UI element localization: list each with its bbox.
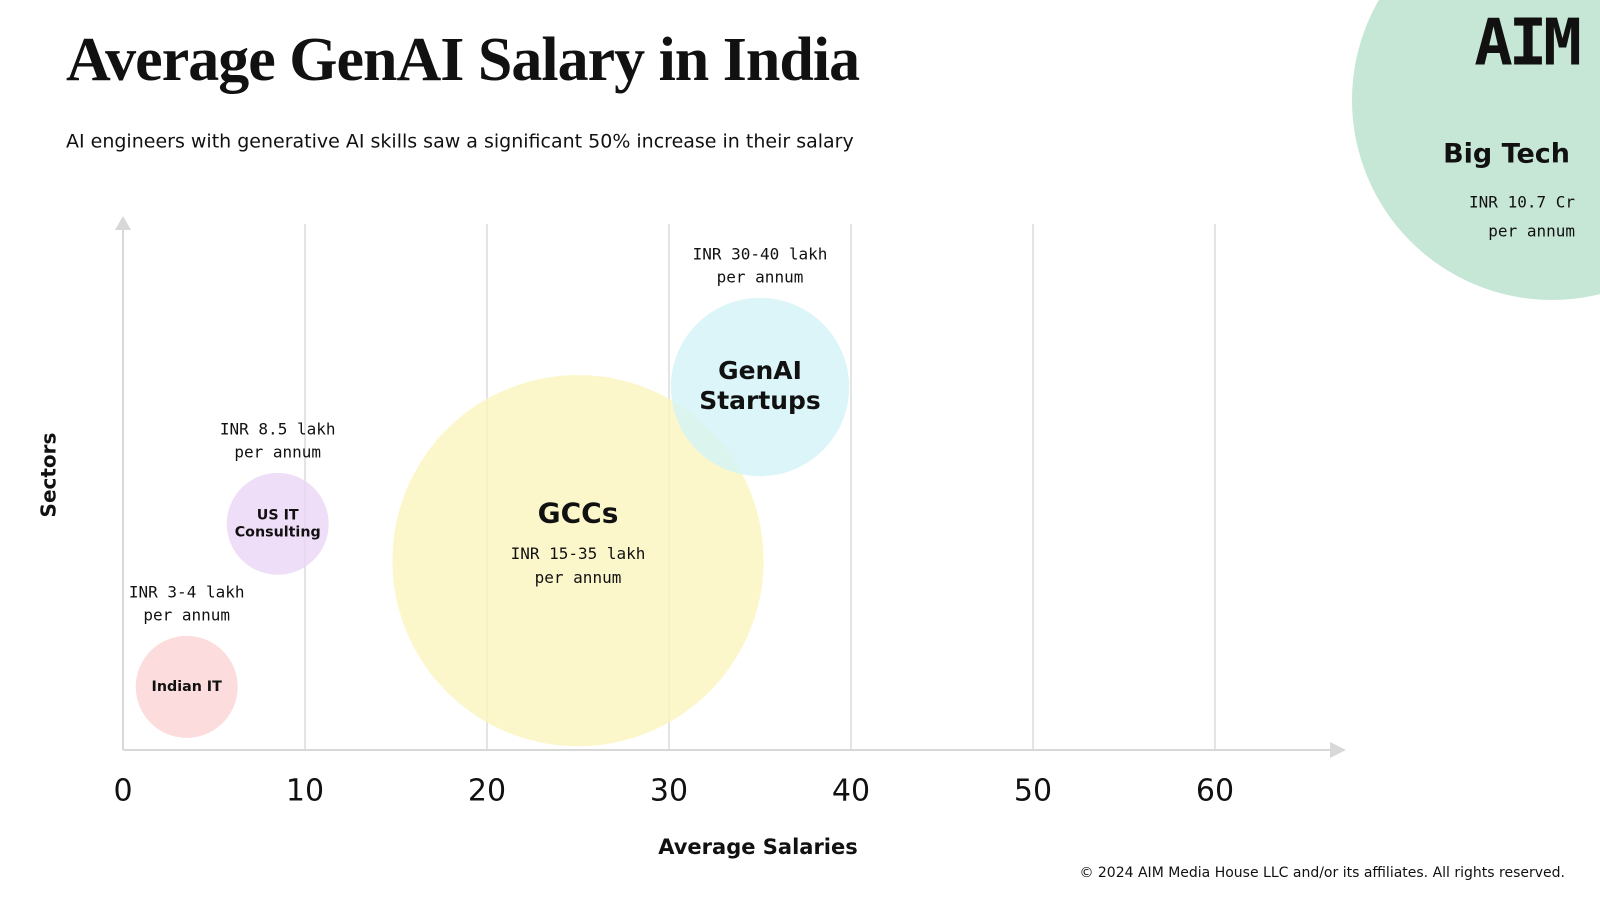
bubble-label: INR 3-4 lakh: [129, 582, 245, 601]
callout-name: Big Tech: [1443, 139, 1570, 170]
x-tick-label: 50: [1014, 774, 1052, 809]
bubble-label: per annum: [234, 442, 321, 461]
x-tick-label: 60: [1196, 774, 1234, 809]
bubble: [392, 375, 764, 747]
bubble-label: per annum: [535, 568, 622, 587]
x-axis-arrow: [1330, 742, 1346, 758]
bubble-label: INR 8.5 lakh: [220, 419, 336, 438]
bubble-label: INR 30-40 lakh: [693, 244, 828, 263]
bubble-name: GenAI: [718, 356, 802, 385]
bubble-label: per annum: [143, 605, 230, 624]
x-tick-label: 30: [650, 774, 688, 809]
chart-title: Average GenAI Salary in India: [66, 26, 860, 94]
bubble-name: GCCs: [538, 497, 619, 530]
bubbles: Indian IT INR 3-4 lakh per annum US ITConsu…: [129, 244, 850, 747]
bubble-name: Startups: [699, 386, 821, 415]
bubble-name: Indian IT: [152, 679, 223, 695]
x-tick-label: 10: [286, 774, 324, 809]
x-tick-label: 20: [468, 774, 506, 809]
bubble: [135, 635, 238, 738]
x-tick-label: 0: [113, 774, 132, 809]
grid: 0 10 20 30 40 50 60: [113, 224, 1234, 809]
callout-label: per annum: [1488, 222, 1575, 241]
footer: © 2024 AIM Media House LLC and/or its af…: [1079, 865, 1565, 881]
bubble-name: US IT: [257, 507, 299, 523]
big-tech-bubble: [1352, 0, 1600, 300]
bubble: [226, 472, 329, 575]
x-axis-label: Average Salaries: [658, 835, 858, 859]
bubble-name: Consulting: [235, 524, 321, 540]
y-axis-label: Sectors: [37, 433, 61, 518]
bubble: [670, 297, 850, 477]
x-tick-label: 40: [832, 774, 870, 809]
chart-subtitle: AI engineers with generative AI skills s…: [66, 131, 854, 153]
logo: AIM: [1474, 7, 1579, 81]
bubble-label: per annum: [717, 267, 804, 286]
y-axis-arrow: [115, 216, 131, 230]
bubble-label: INR 15-35 lakh: [511, 544, 646, 563]
callout-label: INR 10.7 Cr: [1469, 193, 1575, 212]
axes: [115, 216, 1346, 758]
